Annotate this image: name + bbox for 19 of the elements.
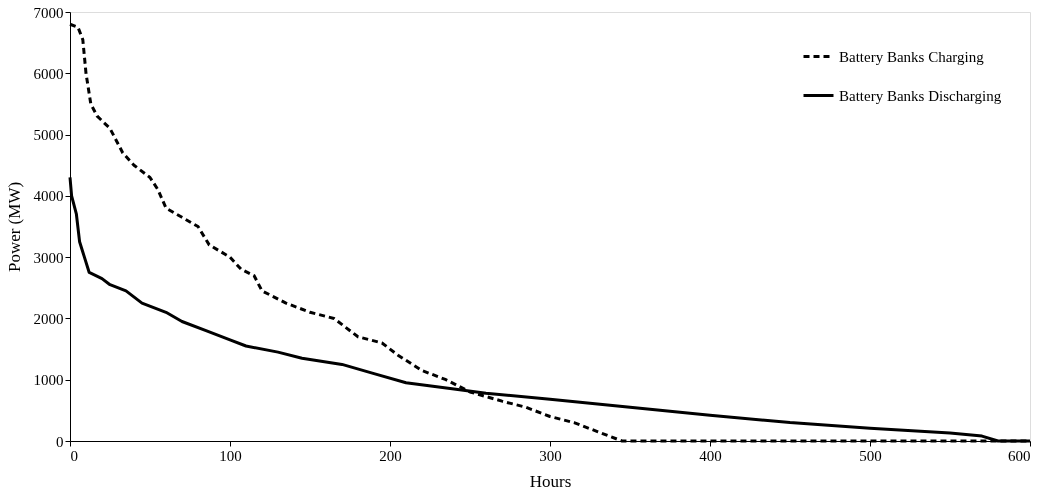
x-tick-label: 500 [859, 447, 882, 464]
x-tick-label: 600 [1008, 447, 1031, 464]
x-tick-label: 100 [219, 447, 242, 464]
x-tick-label: 200 [379, 447, 402, 464]
y-tick-label: 1000 [33, 372, 64, 389]
y-tick-label: 7000 [33, 4, 64, 21]
y-tick-label: 5000 [33, 127, 64, 144]
x-axis-title: Hours [529, 471, 572, 491]
legend-label: Battery Banks Charging [839, 48, 985, 65]
legend-label: Battery Banks Discharging [839, 87, 1002, 104]
y-axis-title: Power (MW) [4, 181, 24, 273]
y-tick-label: 6000 [33, 65, 64, 82]
y-tick-label: 4000 [33, 188, 64, 205]
y-tick-label: 0 [56, 433, 64, 450]
y-tick-label: 3000 [33, 249, 64, 266]
y-tick-label: 2000 [33, 310, 64, 327]
x-tick-label: 300 [539, 447, 562, 464]
x-tick-label: 400 [699, 447, 722, 464]
x-tick-label: 0 [70, 447, 78, 464]
